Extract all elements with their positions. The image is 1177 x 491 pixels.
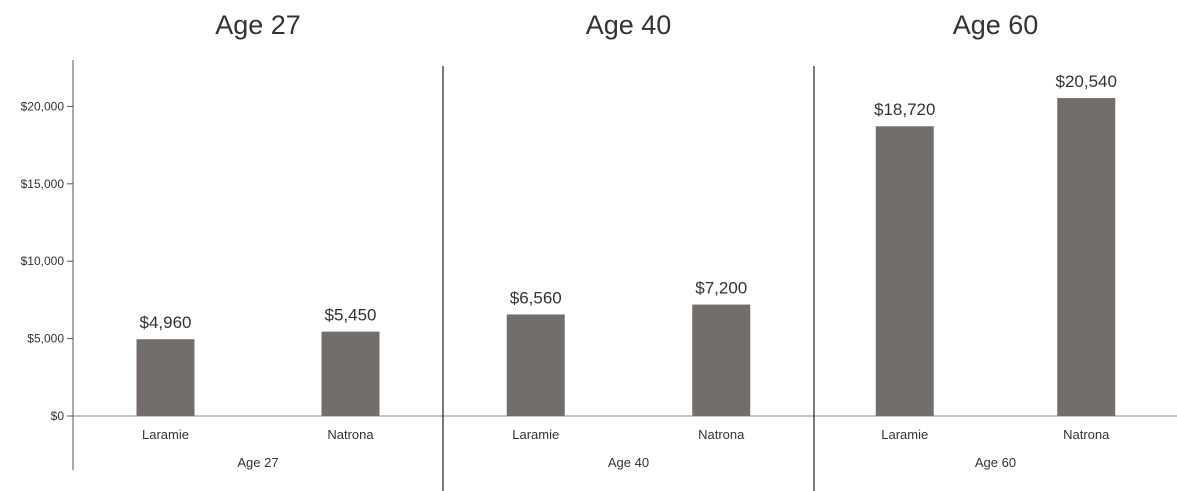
data-label: $20,540	[1056, 72, 1117, 91]
x-tick-label: Natrona	[327, 427, 374, 442]
y-tick-label: $15,000	[21, 177, 65, 191]
x-tick-label: Natrona	[698, 427, 745, 442]
group-label: Age 60	[975, 455, 1016, 470]
bar	[875, 126, 934, 417]
panel-title: Age 27	[215, 10, 301, 40]
x-tick-label: Laramie	[881, 427, 928, 442]
y-tick-label: $5,000	[27, 332, 64, 346]
x-tick-label: Natrona	[1063, 427, 1110, 442]
group-label: Age 27	[237, 455, 278, 470]
panel-title: Age 40	[586, 10, 672, 40]
y-tick-label: $20,000	[21, 99, 65, 113]
x-tick-label: Laramie	[142, 427, 189, 442]
y-tick-label: $10,000	[21, 254, 65, 268]
panel-title: Age 60	[953, 10, 1039, 40]
data-label: $5,450	[325, 306, 377, 325]
bar	[321, 331, 380, 416]
y-tick-label: $0	[51, 409, 65, 423]
data-label: $7,200	[695, 279, 747, 298]
data-label: $18,720	[874, 100, 935, 119]
bar	[692, 304, 751, 416]
bar	[506, 314, 565, 416]
x-tick-label: Laramie	[512, 427, 559, 442]
group-label: Age 40	[608, 455, 649, 470]
bar	[136, 339, 195, 416]
data-label: $4,960	[140, 313, 192, 332]
data-label: $6,560	[510, 288, 562, 307]
bar	[1057, 98, 1116, 416]
